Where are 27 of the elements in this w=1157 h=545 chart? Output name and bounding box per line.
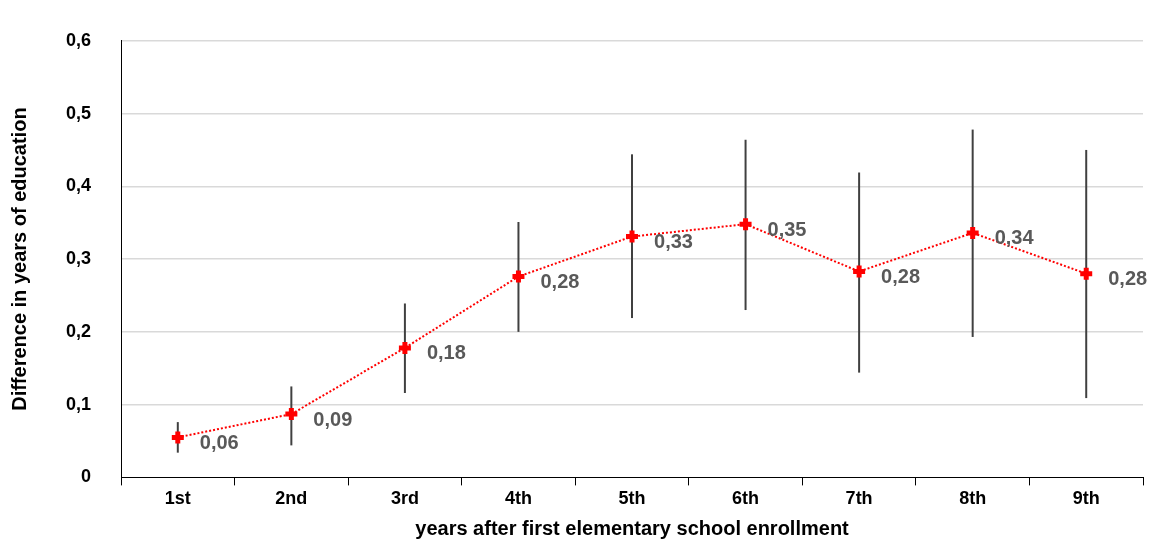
x-axis-title: years after first elementary school enrollment: [415, 516, 850, 539]
y-tick-label: 0,2: [65, 320, 92, 341]
y-tick-label: 0,5: [65, 102, 92, 123]
data-label: 0,06: [199, 430, 239, 453]
data-label: 0,28: [1108, 267, 1148, 290]
data-label: 0,28: [881, 264, 921, 287]
y-tick-label: 0,3: [65, 248, 92, 269]
data-label: 0,18: [426, 341, 466, 364]
x-tick-label: 2nd: [275, 488, 308, 509]
x-tick-label: 3rd: [390, 488, 419, 509]
y-axis-title: Difference in years of education: [7, 107, 30, 411]
data-label: 0,34: [994, 226, 1035, 249]
x-tick-label: 7th: [845, 488, 873, 509]
y-tick-label: 0,6: [65, 29, 92, 50]
data-label: 0,33: [654, 230, 693, 253]
x-tick-label: 5th: [618, 488, 646, 509]
y-tick-label: 0: [81, 466, 92, 487]
x-tick-label: 8th: [959, 488, 987, 509]
x-tick-label: 4th: [504, 488, 532, 509]
x-tick-label: 9th: [1072, 488, 1100, 509]
y-tick-label: 0,4: [65, 175, 92, 196]
data-label: 0,09: [313, 407, 353, 430]
data-label: 0,35: [767, 217, 807, 240]
y-tick-label: 0,1: [65, 393, 92, 414]
x-tick-label: 6th: [732, 488, 760, 509]
x-tick-label: 1st: [164, 488, 191, 509]
data-label: 0,28: [540, 270, 580, 293]
